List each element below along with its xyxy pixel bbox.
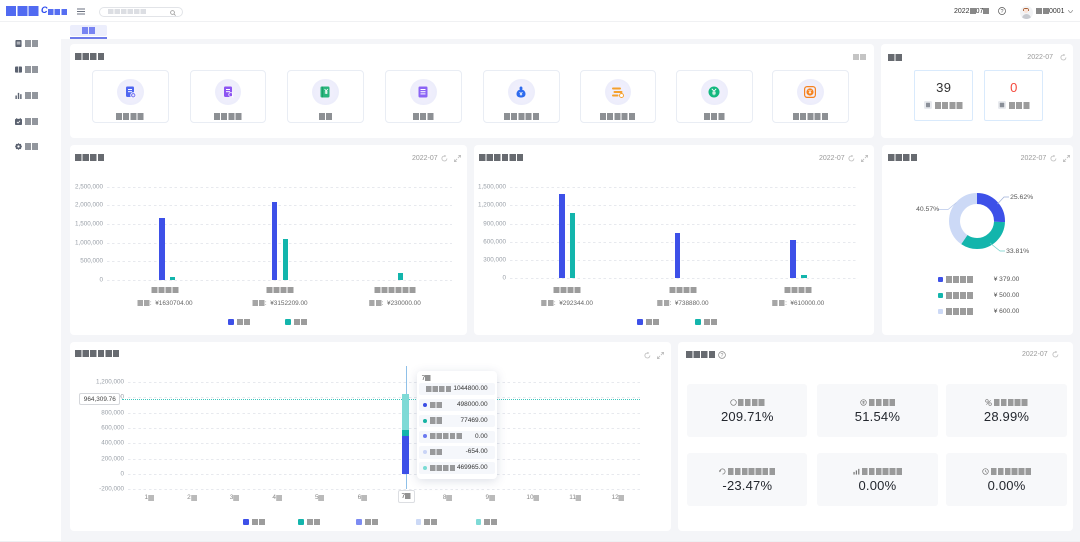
svg-text:?: ? [1001, 9, 1004, 15]
svg-text:?: ? [721, 352, 724, 358]
